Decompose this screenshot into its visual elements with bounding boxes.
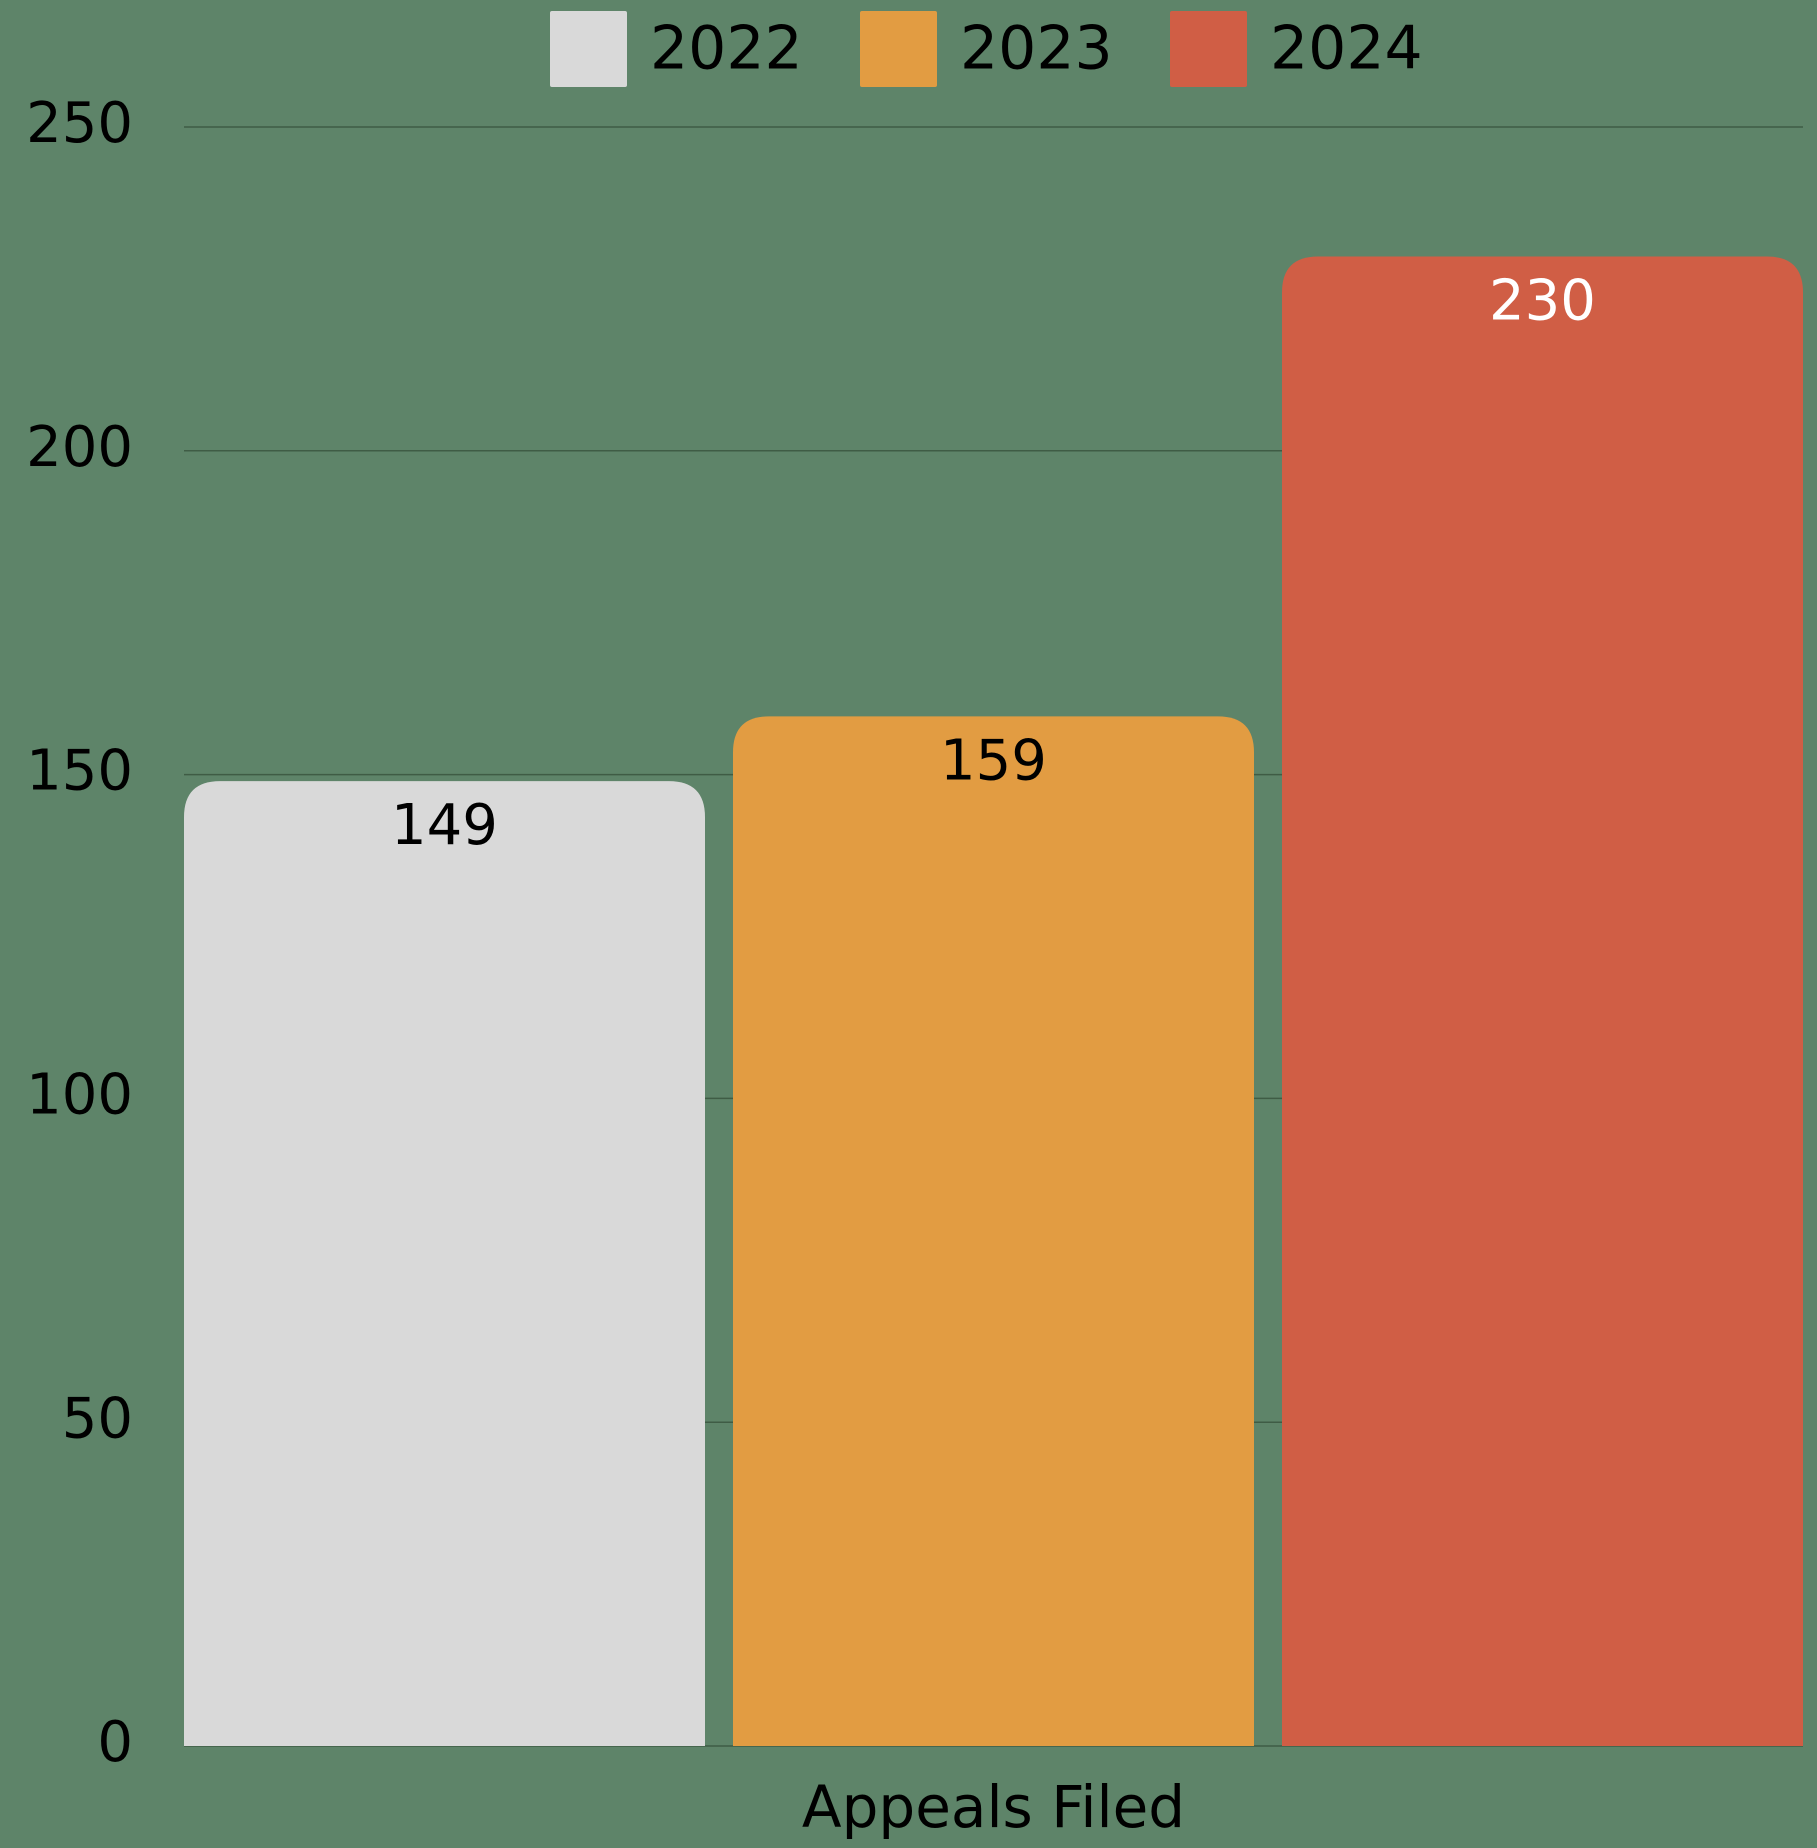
y-tick-label: 0 xyxy=(97,1710,133,1775)
data-label: 230 xyxy=(1489,269,1596,334)
bar xyxy=(1282,256,1803,1746)
data-label: 149 xyxy=(391,793,498,858)
y-tick-label: 100 xyxy=(26,1063,133,1128)
legend-label: 2024 xyxy=(1270,14,1423,84)
y-tick-label: 150 xyxy=(26,739,133,804)
legend-swatch xyxy=(1170,11,1247,87)
legend-label: 2022 xyxy=(650,14,803,84)
y-tick-label: 200 xyxy=(26,415,133,480)
bar xyxy=(733,716,1254,1747)
y-tick-label: 50 xyxy=(62,1386,133,1451)
y-tick-label: 250 xyxy=(26,91,133,156)
data-label: 159 xyxy=(940,728,1047,793)
x-tick-label: Appeals Filed xyxy=(802,1773,1185,1841)
legend-label: 2023 xyxy=(960,14,1113,84)
legend-swatch xyxy=(860,11,937,87)
bar xyxy=(184,781,705,1746)
legend-swatch xyxy=(550,11,627,87)
